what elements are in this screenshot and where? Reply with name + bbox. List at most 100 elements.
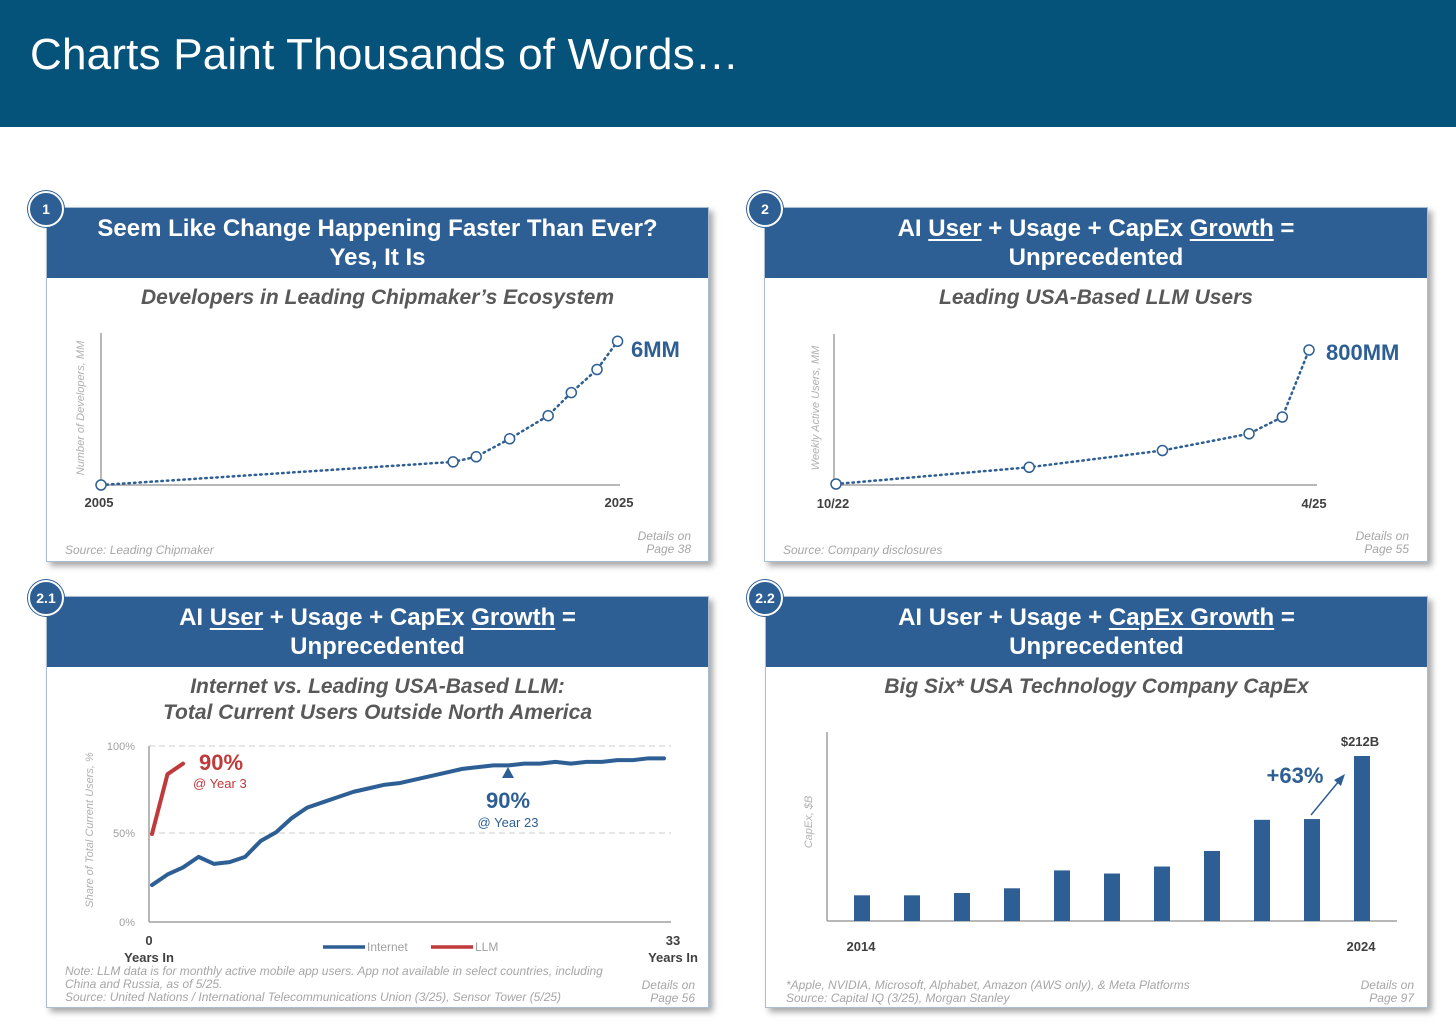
panel-header: AI User + Usage + CapEx Growth = Unprece… [765,208,1427,278]
data-point [830,478,842,490]
details-line-1: Details on [637,529,691,543]
internet-annotation-caption: @ Year 23 [478,815,539,830]
llm-annotation-value: 90% [199,750,243,775]
header-text: AI [179,604,210,631]
header-underlined-text: User [209,604,264,631]
legend-label-llm: LLM [475,940,498,954]
header-line-2: Yes, It Is [329,244,426,271]
llm-users-chart: Weekly Active Users, MM 10/22 4/25 800MM [810,334,1399,511]
panel-capex: AI User + Usage + CapEx Growth = Unprece… [765,596,1428,1008]
details-line-2: Page 38 [646,542,691,556]
header-line-2: Unprecedented [1009,633,1184,660]
x-tick-label-start: 0 [145,933,152,948]
y-tick-label-50: 50% [113,828,135,840]
bar-2015 [904,895,920,921]
details-reference: Details on Page 55 [1329,530,1409,556]
panel-developers: Seem Like Change Happening Faster Than E… [46,207,709,562]
panel-internet-vs-llm: AI User + Usage + CapEx Growth = Unprece… [46,596,709,1008]
note-line-1: Note: LLM data is for monthly active mob… [65,964,603,978]
header-line-1: AI User + Usage + CapEx Growth = [179,603,576,632]
series-line-internet [150,756,666,888]
data-point [542,409,554,422]
data-point [95,479,107,491]
x-tick-label-start: 10/22 [817,496,850,511]
bar-2019 [1104,873,1120,921]
legend-label-internet: Internet [367,940,408,954]
title-bar: Charts Paint Thousands of Words… [0,0,1456,127]
chart-subtitle: Big Six* USA Technology Company CapEx [884,675,1309,698]
data-point [611,335,624,348]
chart-note: *Apple, NVIDIA, Microsoft, Alphabet, Ama… [786,979,1190,1005]
data-point [591,363,603,376]
header-line-1: AI User + Usage + CapEx Growth = [898,214,1295,243]
footnote: *Apple, NVIDIA, Microsoft, Alphabet, Ama… [786,978,1190,992]
panel-llm-users: AI User + Usage + CapEx Growth = Unprece… [764,207,1428,562]
source-note: Source: Leading Chipmaker [65,543,214,557]
header-underlined-text: CapEx Growth [1108,604,1275,631]
growth-arrow-head [1334,774,1345,786]
panel-badge-1: 1 [28,191,64,227]
header-text: + Usage + CapEx [263,604,472,631]
chart-subtitle: Leading USA-Based LLM Users [939,286,1253,309]
header-text: = [1274,604,1295,631]
x-tick-label-end: 33 [666,933,680,948]
chart-subtitle: Developers in Leading Chipmaker’s Ecosys… [140,286,615,309]
header-underlined-text: Growth [471,604,556,631]
header-text: AI [897,215,929,242]
data-point [470,451,482,463]
details-line-2: Page 97 [1369,991,1414,1005]
header-text: = [1273,215,1295,242]
x-tick-label-end: 2024 [1347,939,1377,954]
developers-chart: Number of Developers, MM 2005 2025 6MM [75,333,680,510]
header-underlined-text: User [928,215,982,242]
data-point [1243,428,1255,440]
details-reference: Details on Page 97 [1334,979,1414,1005]
details-reference: Details on Page 56 [615,979,695,1005]
panel-header: AI User + Usage + CapEx Growth = Unprece… [47,597,708,667]
header-underlined-text: Growth [1189,215,1274,242]
header-text: = [555,604,576,631]
y-axis-label: CapEx, $B [803,796,815,849]
data-point [503,433,516,445]
details-line-2: Page 56 [650,991,695,1005]
bar-2016 [954,892,970,921]
internet-annotation-value: 90% [486,788,530,813]
bar-2020 [1154,866,1170,921]
x-tick-label-end: 4/25 [1301,496,1326,511]
internet-vs-llm-chart: Share of Total Current Users, % 100% 50%… [84,741,698,965]
chart-subtitle-line-1: Internet vs. Leading USA-Based LLM: [190,675,565,698]
header-line-1: Seem Like Change Happening Faster Than E… [97,215,658,242]
panel-badge-2-2: 2.2 [747,580,783,616]
panel-badge-2: 2 [747,191,783,227]
growth-label: +63% [1267,763,1324,788]
data-point [1023,461,1035,473]
end-value-label: 6MM [631,337,680,362]
data-point [565,386,578,399]
end-value-label: 800MM [1326,340,1399,365]
header-line-1: AI User + Usage + CapEx Growth = [898,603,1295,632]
y-axis-label: Number of Developers, MM [75,340,87,475]
llm-users-series-line [834,348,1311,486]
page-title: Charts Paint Thousands of Words… [30,30,740,79]
developers-series-line [99,340,619,487]
x-tick-label-start: 2005 [85,495,114,510]
internet-annotation-marker [502,767,514,778]
details-line-1: Details on [1360,978,1414,992]
x-tick-label-end: 2025 [605,495,634,510]
series-line-llm [150,761,186,836]
note-line-2: China and Russia, as of 5/25. [65,977,223,991]
chart-note: Note: LLM data is for monthly active mob… [65,965,603,1004]
growth-arrow-line [1310,780,1340,816]
bar-2018 [1054,870,1070,921]
source-note: Source: Capital IQ (3/25), Morgan Stanle… [786,991,1010,1005]
x-axis-caption-end: Years In [648,950,698,965]
y-tick-label-0: 0% [119,917,135,929]
details-line-1: Details on [641,978,695,992]
x-tick-label-start: 2014 [847,939,877,954]
header-line-2: Unprecedented [290,633,465,660]
data-point [1276,411,1289,423]
header-text: AI User + Usage + [898,604,1109,631]
panel-header: Seem Like Change Happening Faster Than E… [47,208,708,278]
bar-2021 [1204,850,1220,921]
source-note: Source: Company disclosures [783,543,943,557]
